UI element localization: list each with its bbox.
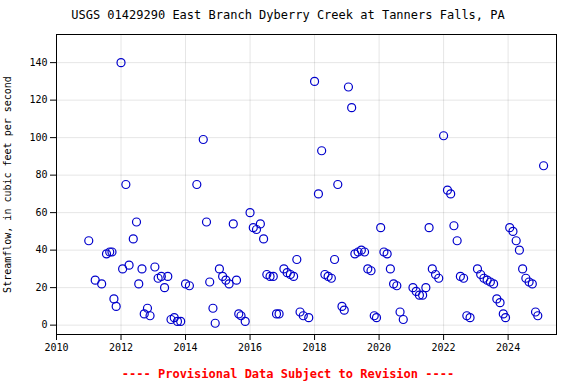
svg-text:2022: 2022 — [432, 342, 456, 353]
svg-text:2018: 2018 — [303, 342, 327, 353]
svg-text:120: 120 — [29, 94, 47, 105]
svg-text:20: 20 — [35, 282, 47, 293]
svg-text:0: 0 — [41, 319, 47, 330]
svg-text:80: 80 — [35, 169, 47, 180]
svg-text:2016: 2016 — [238, 342, 262, 353]
svg-text:100: 100 — [29, 132, 47, 143]
svg-text:2010: 2010 — [44, 342, 68, 353]
svg-text:Streamflow, in cubic feet per: Streamflow, in cubic feet per second — [2, 76, 13, 293]
html-text:---- Provisional Data Subject: ---- Provisional Data Subject to Revisio… — [121, 367, 455, 381]
svg-text:140: 140 — [29, 57, 47, 68]
html-text:USGS 01429290 East Branch Dybe: USGS 01429290 East Branch Dyberry Creek … — [71, 8, 505, 22]
svg-text:40: 40 — [35, 244, 47, 255]
svg-text:2024: 2024 — [496, 342, 520, 353]
svg-text:2020: 2020 — [367, 342, 391, 353]
svg-text:2014: 2014 — [173, 342, 197, 353]
svg-text:60: 60 — [35, 207, 47, 218]
svg-text:2012: 2012 — [109, 342, 133, 353]
